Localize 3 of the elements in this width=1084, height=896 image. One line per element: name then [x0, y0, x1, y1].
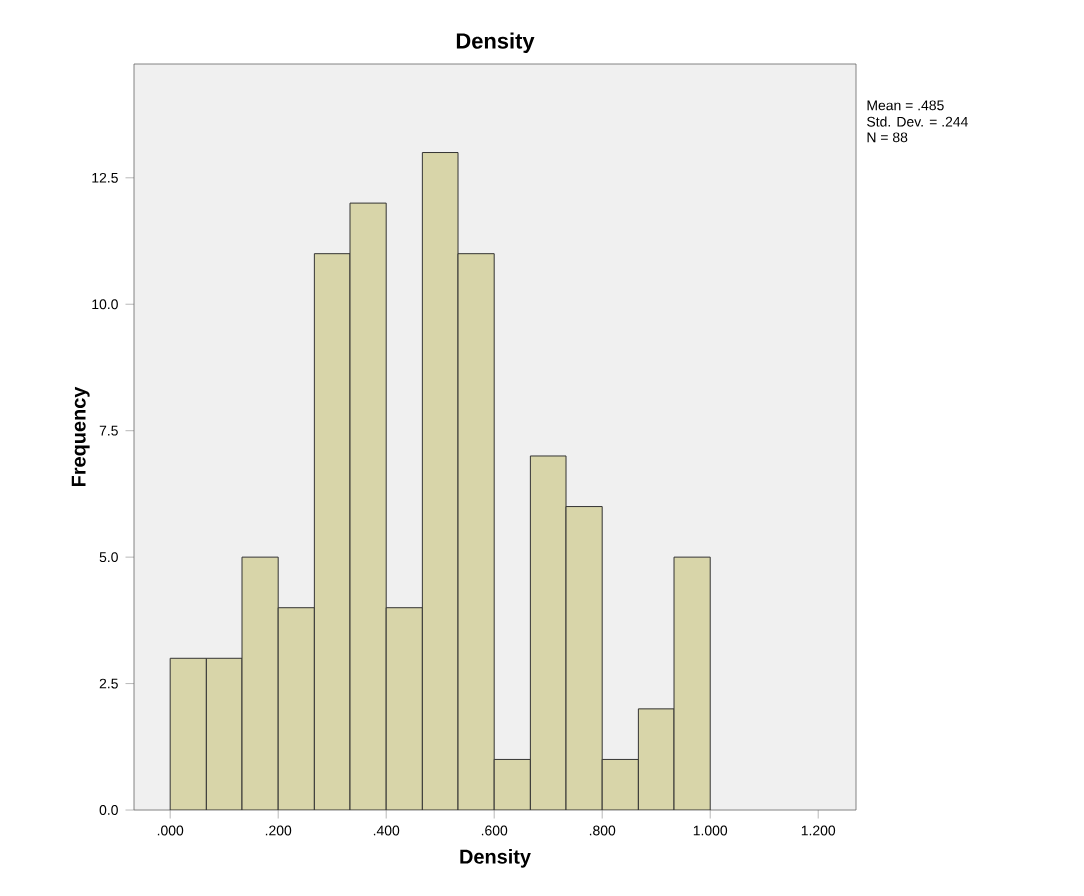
y-axis-title: Frequency — [71, 386, 90, 487]
chart-title: Density — [456, 32, 535, 53]
x-axis-title: Density — [460, 849, 531, 868]
